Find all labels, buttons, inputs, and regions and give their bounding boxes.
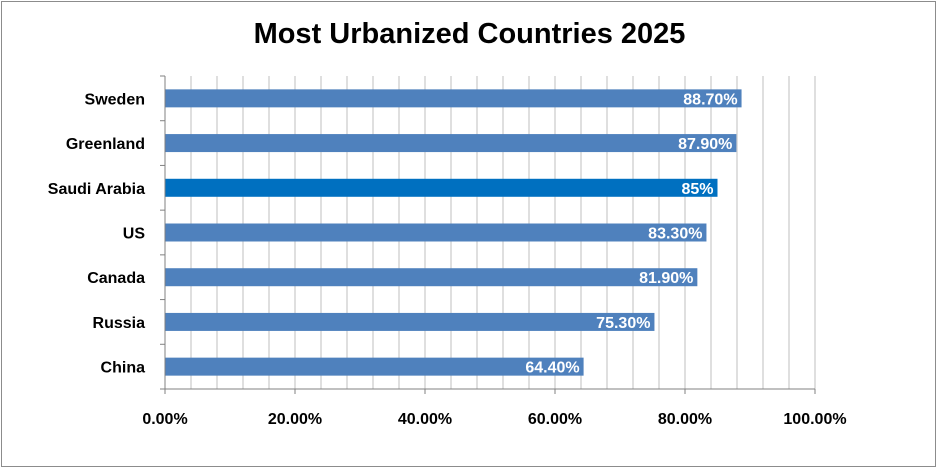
x-tick-label: 100.00% <box>783 411 846 428</box>
data-label: 88.70% <box>683 91 737 108</box>
bar-sweden <box>165 89 742 108</box>
y-tick-label: US <box>123 226 146 243</box>
bar-greenland <box>165 134 737 153</box>
y-tick-label: Canada <box>87 270 145 287</box>
bar-russia <box>165 312 655 331</box>
bar-us <box>165 223 707 242</box>
data-label: 81.90% <box>639 270 693 287</box>
y-tick-label: Russia <box>93 315 146 332</box>
bars <box>165 89 742 376</box>
data-label: 83.30% <box>648 226 702 243</box>
chart-title: Most Urbanized Countries 2025 <box>253 18 686 50</box>
y-tick-label: Sweden <box>85 91 145 108</box>
x-tick-label: 40.00% <box>398 411 452 428</box>
data-label: 85% <box>681 181 713 198</box>
x-tick-label: 80.00% <box>658 411 712 428</box>
axes <box>160 75 816 394</box>
x-tick-label: 60.00% <box>528 411 582 428</box>
data-labels: 88.70% 87.90% 85% 83.30% 81.90% 75.30% 64.40% <box>525 91 737 376</box>
data-label: 87.90% <box>678 136 732 153</box>
x-axis-tick-labels: 0.00% 20.00% 40.00% 60.00% 80.00% 100.00% <box>142 411 846 428</box>
y-tick-label: Saudi Arabia <box>48 181 145 198</box>
y-tick-label: China <box>101 360 146 377</box>
x-tick-label: 20.00% <box>268 411 322 428</box>
bar-china <box>165 357 584 376</box>
x-tick-label: 0.00% <box>142 411 187 428</box>
y-axis-tick-labels: Sweden Greenland Saudi Arabia US Canada Russi… <box>48 91 146 376</box>
bar-saudi-arabia <box>165 178 718 197</box>
bar-canada <box>165 268 698 287</box>
y-tick-label: Greenland <box>66 136 145 153</box>
data-label: 75.30% <box>596 315 650 332</box>
data-label: 64.40% <box>525 360 579 377</box>
